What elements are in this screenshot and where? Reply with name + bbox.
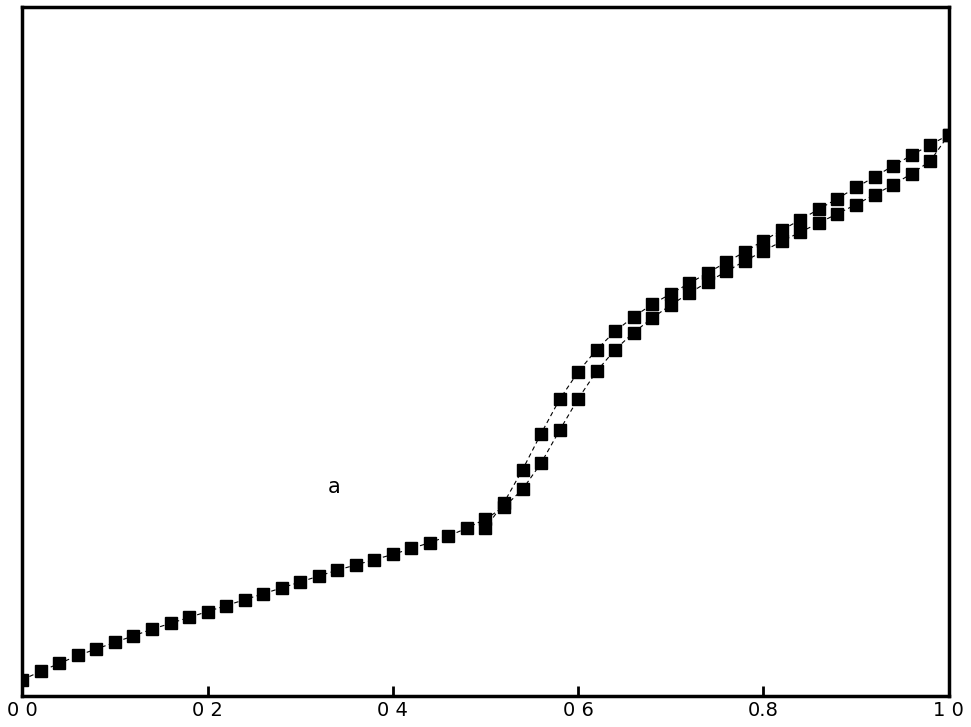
Text: a: a bbox=[328, 477, 341, 497]
